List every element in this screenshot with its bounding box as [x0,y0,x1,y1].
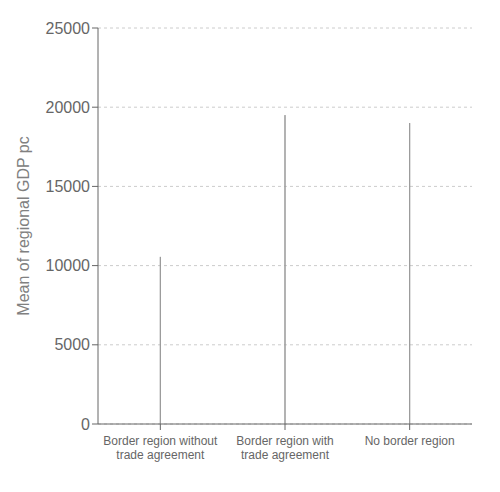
svg-text:15000: 15000 [46,178,91,195]
svg-text:5000: 5000 [54,336,90,353]
svg-text:Mean of regional GDP pc: Mean of regional GDP pc [15,136,32,315]
svg-text:10000: 10000 [46,257,91,274]
svg-text:Border region withouttrade agr: Border region withouttrade agreement [103,434,218,462]
svg-text:20000: 20000 [46,99,91,116]
svg-text:25000: 25000 [46,20,91,37]
svg-text:Border region withtrade agreem: Border region withtrade agreement [236,434,333,462]
svg-text:No border region: No border region [365,434,455,448]
svg-text:0: 0 [81,416,90,433]
